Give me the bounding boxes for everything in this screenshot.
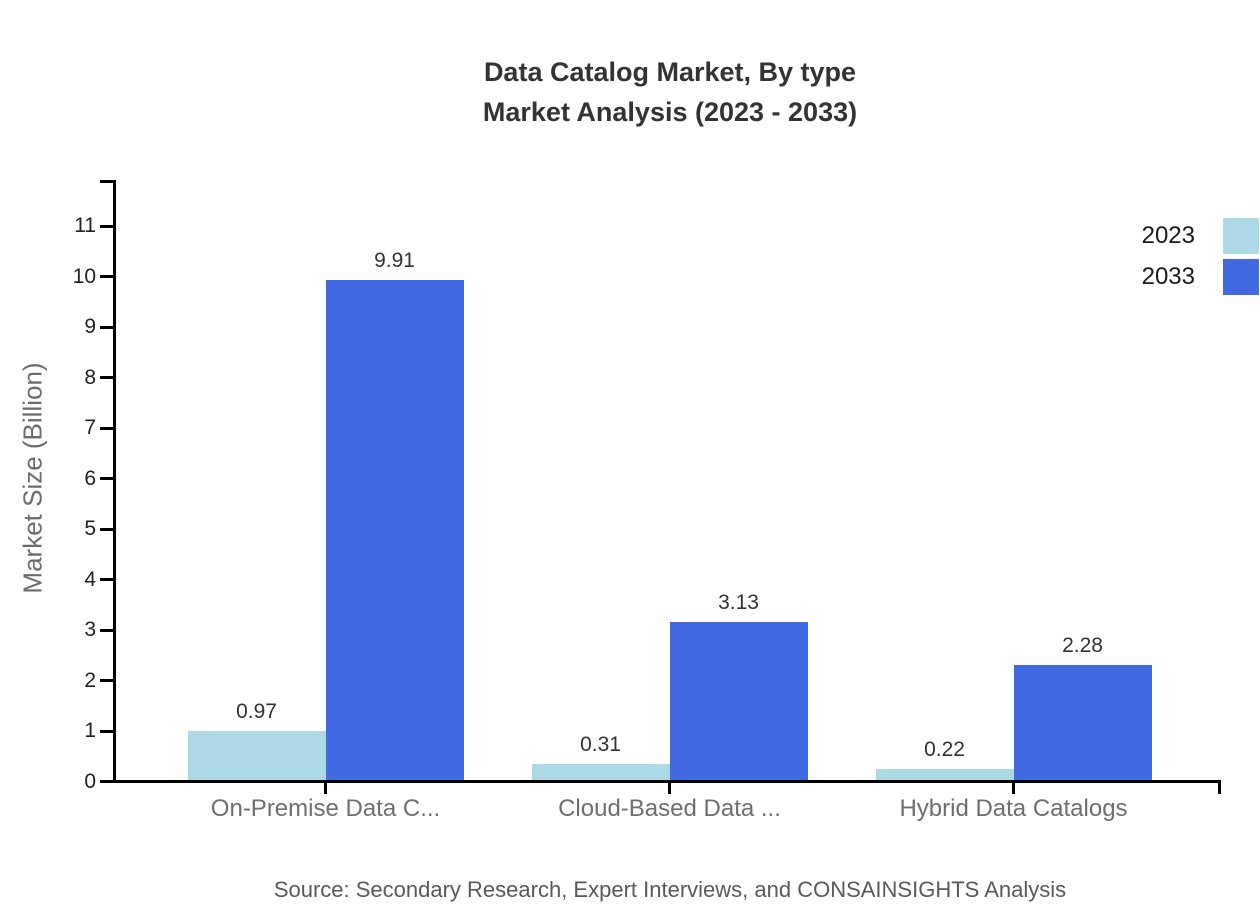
bar-value-label-2033-cloud-based-data: 3.13 <box>718 590 759 614</box>
y-tick-label-10: 10 <box>72 264 96 288</box>
chart-title-line2: Market Analysis (2023 - 2033) <box>482 97 858 127</box>
legend-item-2033[interactable]: 2033 <box>1142 259 1259 295</box>
y-tick-label-2: 2 <box>84 668 96 692</box>
y-tick-1 <box>100 729 115 733</box>
y-tick-label-5: 5 <box>84 517 96 540</box>
chart-title: Data Catalog Market, By type Market Anal… <box>80 52 1260 132</box>
bar-2033-on-premise-data-c[interactable] <box>325 279 464 780</box>
y-tick-label-4: 4 <box>84 567 96 591</box>
bar-value-label-2023-cloud-based-data: 0.31 <box>580 733 621 757</box>
y-tick-label-3: 3 <box>84 618 96 641</box>
source-attribution: Source: Secondary Research, Expert Inter… <box>273 877 1067 902</box>
legend-swatch-2023 <box>1223 218 1259 254</box>
x-category-label-on-premise-data-c: On-Premise Data C... <box>210 795 441 822</box>
y-tick-label-11: 11 <box>74 214 96 237</box>
legend: 2023 2033 <box>1142 218 1259 295</box>
bar-2033-hybrid-data-catalogs[interactable] <box>1013 664 1152 780</box>
bar-2023-on-premise-data-c[interactable] <box>187 731 326 780</box>
bar-value-label-2033-hybrid-data-catalogs: 2.28 <box>1062 633 1103 657</box>
x-tick-cloud-based-data <box>668 783 671 794</box>
y-tick-5 <box>100 527 115 531</box>
legend-label-2023: 2023 <box>1141 222 1195 249</box>
y-axis-line <box>113 180 116 783</box>
bar-2033-cloud-based-data[interactable] <box>669 621 808 780</box>
bar-value-label-2023-on-premise-data-c: 0.97 <box>236 700 277 723</box>
x-tick-on-premise-data-c <box>324 783 327 794</box>
bar-2023-hybrid-data-catalogs[interactable] <box>875 768 1014 780</box>
y-tick-8 <box>100 376 115 379</box>
x-axis-end-tick <box>1218 783 1221 794</box>
y-tick-label-1: 1 <box>84 719 96 742</box>
x-category-label-cloud-based-data: Cloud-Based Data ... <box>558 795 781 822</box>
y-axis-end-tick <box>100 180 113 183</box>
x-tick-hybrid-data-catalogs <box>1012 783 1015 794</box>
x-category-label-hybrid-data-catalogs: Hybrid Data Catalogs <box>899 795 1128 822</box>
y-tick-7 <box>100 426 115 430</box>
y-tick-label-8: 8 <box>84 365 96 389</box>
y-tick-label-7: 7 <box>84 416 96 439</box>
y-tick-label-6: 6 <box>84 466 96 490</box>
bar-2023-cloud-based-data[interactable] <box>531 764 670 780</box>
y-tick-3 <box>100 628 115 632</box>
y-tick-4 <box>100 578 115 581</box>
x-axis-line <box>113 780 1221 783</box>
y-tick-2 <box>100 679 115 682</box>
y-tick-10 <box>100 275 115 278</box>
legend-label-2033: 2033 <box>1141 263 1195 290</box>
bar-value-label-2023-hybrid-data-catalogs: 0.22 <box>924 737 965 761</box>
bar-value-label-2033-on-premise-data-c: 9.91 <box>374 248 415 272</box>
y-tick-6 <box>100 477 115 480</box>
y-tick-9 <box>100 325 115 329</box>
legend-item-2023[interactable]: 2023 <box>1142 218 1259 254</box>
y-tick-label-9: 9 <box>84 315 96 338</box>
y-tick-label-0: 0 <box>84 769 96 793</box>
chart-title-line1: Data Catalog Market, By type <box>483 57 857 87</box>
y-tick-11 <box>100 224 115 228</box>
legend-swatch-2033 <box>1223 259 1259 295</box>
y-tick-0 <box>100 780 115 783</box>
